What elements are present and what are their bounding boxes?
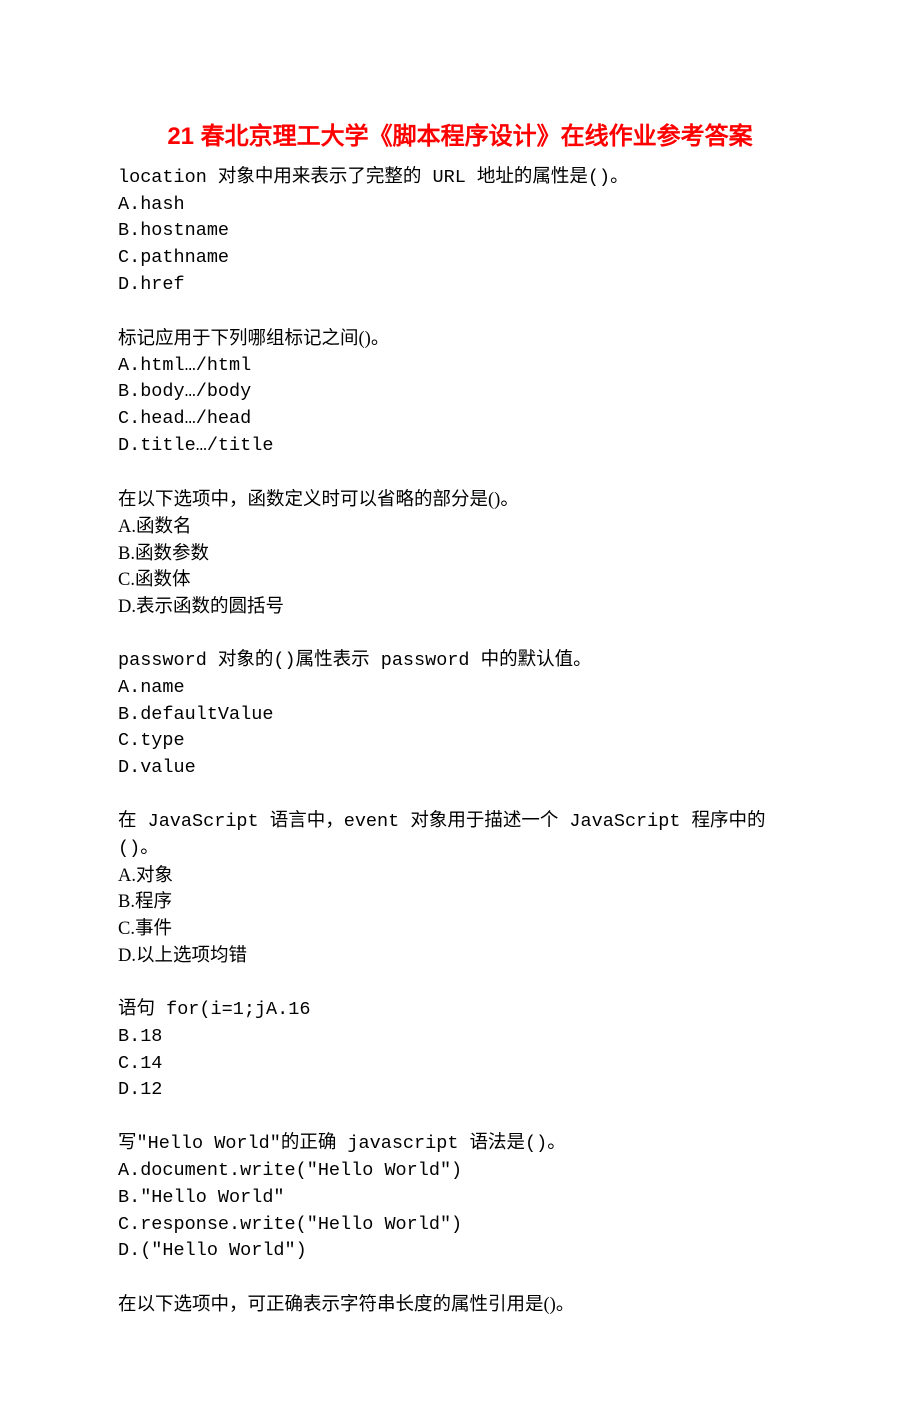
question-option: A.html…/html bbox=[118, 353, 802, 380]
question-option: B.函数参数 bbox=[118, 541, 802, 568]
question-stem: 在以下选项中，函数定义时可以省略的部分是()。 bbox=[118, 487, 802, 514]
question-option: C.response.write("Hello World") bbox=[118, 1212, 802, 1239]
question-option: C.函数体 bbox=[118, 567, 802, 594]
question-option: B.defaultValue bbox=[118, 702, 802, 729]
question-block: 在 JavaScript 语言中，event 对象用于描述一个 JavaScri… bbox=[118, 809, 802, 970]
question-stem: password 对象的()属性表示 password 中的默认值。 bbox=[118, 648, 802, 675]
question-option: C.head…/head bbox=[118, 406, 802, 433]
question-option: B.hostname bbox=[118, 218, 802, 245]
question-option: B.18 bbox=[118, 1024, 802, 1051]
question-option: C.14 bbox=[118, 1051, 802, 1078]
question-stem: 在以下选项中，可正确表示字符串长度的属性引用是()。 bbox=[118, 1292, 802, 1319]
question-option: A.document.write("Hello World") bbox=[118, 1158, 802, 1185]
question-option: D.表示函数的圆括号 bbox=[118, 594, 802, 621]
question-option: A.对象 bbox=[118, 863, 802, 890]
question-option: D.以上选项均错 bbox=[118, 943, 802, 970]
question-stem: 标记应用于下列哪组标记之间()。 bbox=[118, 326, 802, 353]
question-option: C.type bbox=[118, 728, 802, 755]
question-option: A.name bbox=[118, 675, 802, 702]
question-option: D.title…/title bbox=[118, 433, 802, 460]
document-title: 21 春北京理工大学《脚本程序设计》在线作业参考答案 bbox=[118, 120, 802, 155]
question-block: location 对象中用来表示了完整的 URL 地址的属性是()。 A.has… bbox=[118, 165, 802, 299]
question-stem: location 对象中用来表示了完整的 URL 地址的属性是()。 bbox=[118, 165, 802, 192]
question-stem: 写"Hello World"的正确 javascript 语法是()。 bbox=[118, 1131, 802, 1158]
question-option: C.pathname bbox=[118, 245, 802, 272]
question-stem: 在 JavaScript 语言中，event 对象用于描述一个 JavaScri… bbox=[118, 809, 802, 863]
question-block: 语句 for(i=1;jA.16 B.18 C.14 D.12 bbox=[118, 997, 802, 1104]
question-option: A.函数名 bbox=[118, 514, 802, 541]
question-option: D.href bbox=[118, 272, 802, 299]
question-option: B.程序 bbox=[118, 889, 802, 916]
question-option: B.body…/body bbox=[118, 379, 802, 406]
question-block: 标记应用于下列哪组标记之间()。 A.html…/html B.body…/bo… bbox=[118, 326, 802, 460]
question-option: B."Hello World" bbox=[118, 1185, 802, 1212]
question-option: D.12 bbox=[118, 1077, 802, 1104]
question-block: password 对象的()属性表示 password 中的默认值。 A.nam… bbox=[118, 648, 802, 782]
question-block: 在以下选项中，可正确表示字符串长度的属性引用是()。 bbox=[118, 1292, 802, 1319]
question-option: D.("Hello World") bbox=[118, 1238, 802, 1265]
question-option: C.事件 bbox=[118, 916, 802, 943]
question-stem: 语句 for(i=1;jA.16 bbox=[118, 997, 802, 1024]
question-option: D.value bbox=[118, 755, 802, 782]
question-option: A.hash bbox=[118, 192, 802, 219]
question-block: 写"Hello World"的正确 javascript 语法是()。 A.do… bbox=[118, 1131, 802, 1265]
question-block: 在以下选项中，函数定义时可以省略的部分是()。 A.函数名 B.函数参数 C.函… bbox=[118, 487, 802, 621]
